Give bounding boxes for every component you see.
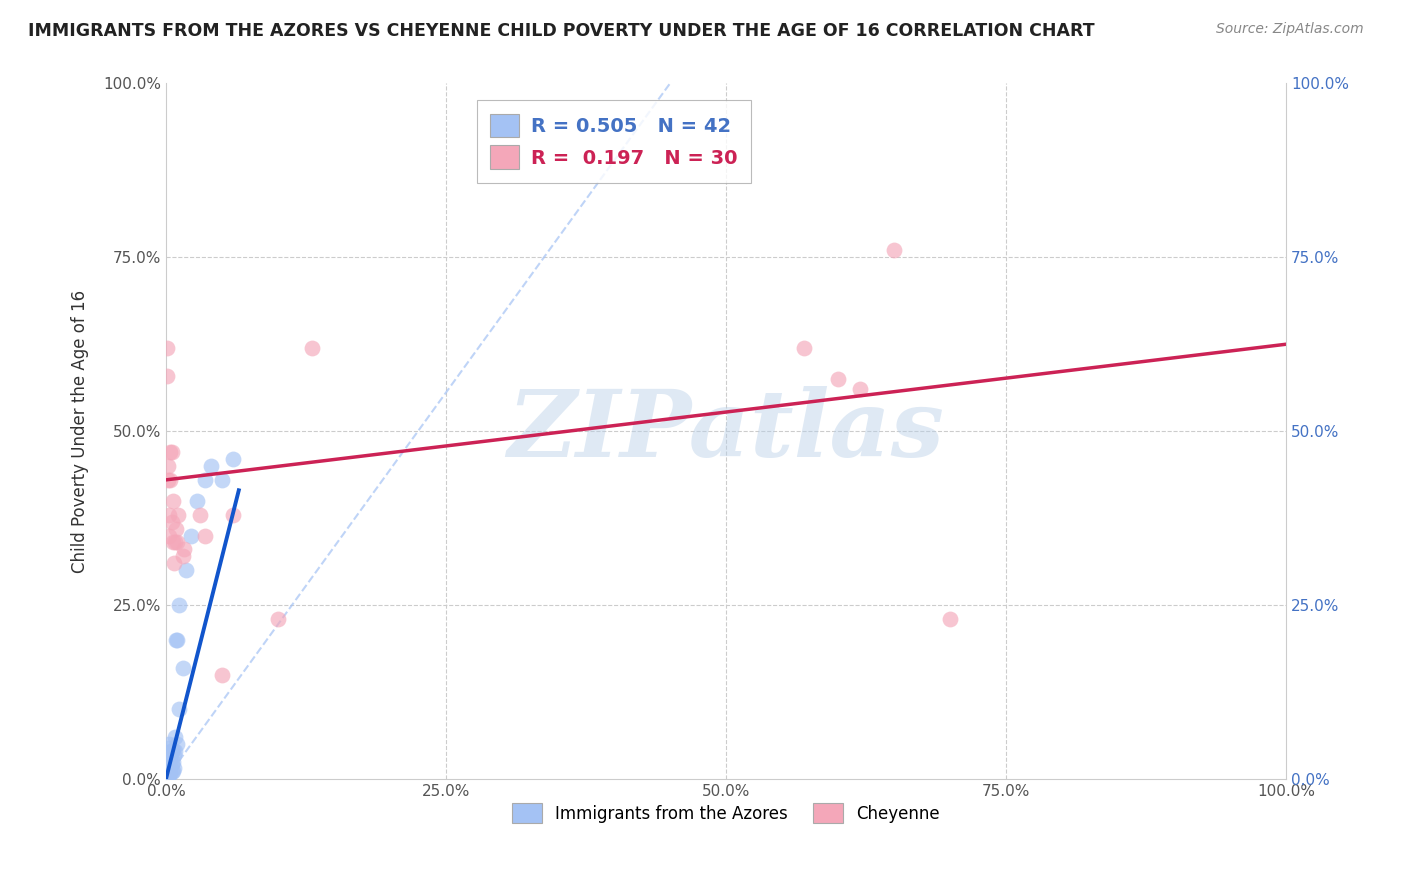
Point <box>827 372 849 386</box>
Point <box>162 535 184 549</box>
Point <box>156 368 179 383</box>
Point <box>172 660 194 674</box>
Point <box>162 493 184 508</box>
Point <box>211 667 233 681</box>
Point <box>163 744 186 758</box>
Point <box>163 557 186 571</box>
Point <box>167 508 190 522</box>
Point <box>160 756 183 771</box>
Point <box>222 452 245 467</box>
Point <box>156 341 179 355</box>
Point <box>162 742 184 756</box>
Point <box>267 612 290 626</box>
Point <box>159 445 181 459</box>
Point <box>162 764 184 778</box>
Point <box>160 515 183 529</box>
Point <box>222 508 245 522</box>
Point <box>160 764 183 779</box>
Point <box>157 759 180 773</box>
Point <box>159 751 181 765</box>
Point <box>157 752 180 766</box>
Point <box>156 768 179 782</box>
Point <box>301 341 323 355</box>
Point <box>163 535 186 549</box>
Point <box>159 766 181 780</box>
Point <box>157 458 180 473</box>
Point <box>194 528 217 542</box>
Point <box>174 563 197 577</box>
Point <box>163 747 186 762</box>
Point <box>157 766 180 780</box>
Point <box>165 522 187 536</box>
Point <box>157 737 180 751</box>
Point <box>211 473 233 487</box>
Point <box>157 758 180 772</box>
Point <box>186 493 208 508</box>
Point <box>939 612 962 626</box>
Point <box>849 383 872 397</box>
Point <box>163 730 186 744</box>
Point <box>166 632 188 647</box>
Point <box>159 759 181 773</box>
Point <box>157 508 180 522</box>
Point <box>194 473 217 487</box>
Text: IMMIGRANTS FROM THE AZORES VS CHEYENNE CHILD POVERTY UNDER THE AGE OF 16 CORRELA: IMMIGRANTS FROM THE AZORES VS CHEYENNE C… <box>28 22 1095 40</box>
Legend: Immigrants from the Azores, Cheyenne: Immigrants from the Azores, Cheyenne <box>502 793 950 833</box>
Point <box>157 740 180 755</box>
Point <box>188 508 211 522</box>
Point <box>200 458 222 473</box>
Text: Source: ZipAtlas.com: Source: ZipAtlas.com <box>1216 22 1364 37</box>
Point <box>166 737 188 751</box>
Point <box>883 244 905 258</box>
Point <box>157 473 180 487</box>
Point <box>160 744 183 758</box>
Point <box>165 632 187 647</box>
Point <box>157 755 180 769</box>
Point <box>157 770 180 784</box>
Point <box>157 746 180 760</box>
Y-axis label: Child Poverty Under the Age of 16: Child Poverty Under the Age of 16 <box>72 290 89 573</box>
Point <box>163 762 186 776</box>
Point <box>162 755 184 769</box>
Point <box>157 528 180 542</box>
Text: ZIPatlas: ZIPatlas <box>508 386 945 476</box>
Point <box>169 598 191 612</box>
Point <box>157 751 180 765</box>
Point <box>159 473 181 487</box>
Point <box>157 768 180 782</box>
Point <box>172 549 194 564</box>
Point <box>156 764 179 779</box>
Point <box>156 762 179 776</box>
Point <box>173 542 195 557</box>
Point <box>160 445 183 459</box>
Point <box>793 341 815 355</box>
Point <box>157 764 180 778</box>
Point <box>166 535 188 549</box>
Point <box>180 528 202 542</box>
Point <box>169 702 191 716</box>
Point <box>157 763 180 777</box>
